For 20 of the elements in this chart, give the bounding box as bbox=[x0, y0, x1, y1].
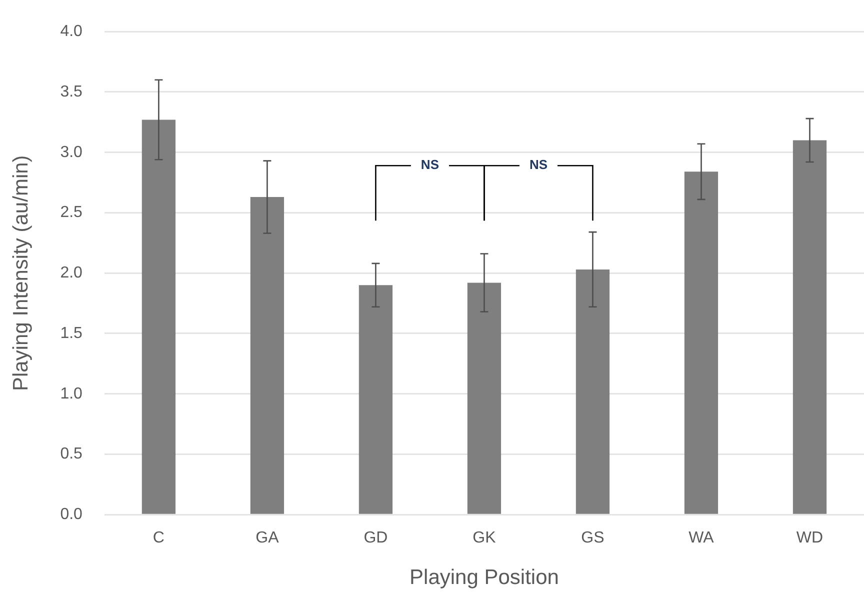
y-tick-label: 3.0 bbox=[60, 144, 83, 161]
x-tick-label: GK bbox=[472, 530, 496, 547]
x-tick-label: GD bbox=[364, 530, 388, 547]
x-tick-label: WD bbox=[796, 530, 824, 547]
annotation: NS bbox=[420, 157, 440, 172]
x-tick-label: WA bbox=[688, 530, 714, 547]
x-tick-label: GA bbox=[256, 530, 280, 547]
y-tick-label: 1.0 bbox=[60, 385, 83, 402]
y-tick-label: 1.5 bbox=[60, 324, 83, 342]
x-axis-title: Playing Position bbox=[410, 566, 559, 590]
y-tick-label: 0.0 bbox=[60, 506, 83, 524]
y-tick-label: 2.0 bbox=[60, 264, 83, 282]
y-axis-title: Playing Intensity (au/min) bbox=[9, 155, 32, 391]
y-tick-label: 0.5 bbox=[60, 446, 83, 463]
annotation: NS bbox=[529, 157, 548, 172]
y-tick-label: 3.5 bbox=[60, 83, 83, 100]
y-tick-label: 4.0 bbox=[60, 23, 83, 40]
x-tick-label: GS bbox=[581, 530, 604, 547]
y-tick-label: 2.5 bbox=[60, 204, 83, 222]
x-tick-label: C bbox=[152, 530, 164, 547]
